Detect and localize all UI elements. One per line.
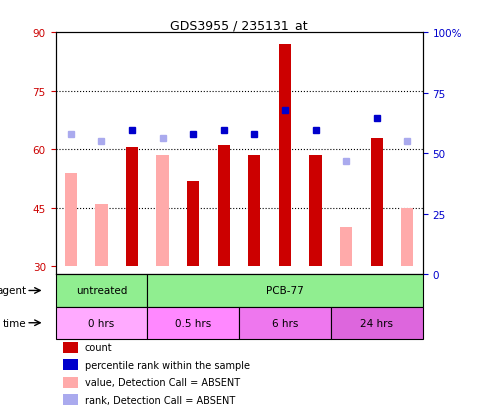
Bar — [63, 394, 78, 406]
Text: 24 hrs: 24 hrs — [360, 318, 393, 328]
Bar — [340, 228, 352, 267]
Bar — [147, 307, 239, 339]
Bar — [65, 173, 77, 267]
Text: percentile rank within the sample: percentile rank within the sample — [85, 360, 250, 370]
Bar — [56, 307, 147, 339]
Text: rank, Detection Call = ABSENT: rank, Detection Call = ABSENT — [85, 395, 235, 405]
Bar — [218, 146, 230, 267]
Bar — [56, 275, 147, 307]
Text: untreated: untreated — [76, 286, 127, 296]
Bar — [310, 156, 322, 267]
Title: GDS3955 / 235131_at: GDS3955 / 235131_at — [170, 19, 308, 32]
Bar — [63, 377, 78, 388]
Bar — [401, 209, 413, 267]
Bar — [239, 307, 331, 339]
Text: 0 hrs: 0 hrs — [88, 318, 114, 328]
Bar — [126, 148, 138, 267]
Bar — [248, 156, 260, 267]
Text: value, Detection Call = ABSENT: value, Detection Call = ABSENT — [85, 377, 240, 387]
Bar — [279, 45, 291, 267]
Bar — [331, 307, 423, 339]
Bar — [147, 275, 423, 307]
Bar — [95, 204, 108, 267]
Bar — [156, 156, 169, 267]
Bar — [63, 359, 78, 370]
Bar — [370, 138, 383, 267]
Text: agent: agent — [0, 286, 26, 296]
Text: 0.5 hrs: 0.5 hrs — [175, 318, 212, 328]
Text: count: count — [85, 342, 113, 352]
Text: time: time — [2, 318, 26, 328]
Bar — [63, 342, 78, 353]
Text: PCB-77: PCB-77 — [266, 286, 304, 296]
Text: 6 hrs: 6 hrs — [272, 318, 298, 328]
Bar — [187, 181, 199, 267]
